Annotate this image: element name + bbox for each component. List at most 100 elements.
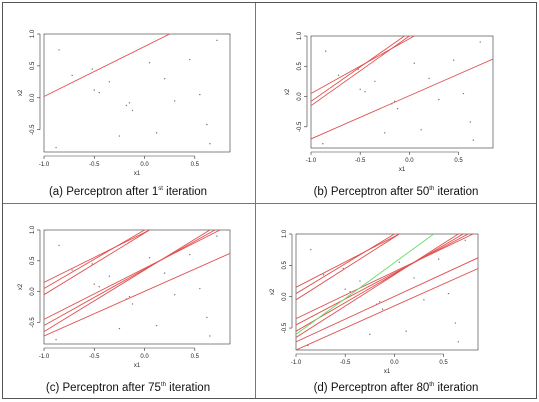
- y-tick-label: 1.0: [297, 31, 303, 40]
- decision-line: [44, 230, 150, 296]
- data-point: [359, 280, 361, 282]
- decision-line: [296, 268, 478, 350]
- caption-suffix: iteration: [434, 382, 479, 394]
- data-point: [325, 50, 327, 52]
- plot-border: [43, 33, 231, 153]
- x-tick-label: -1.0: [39, 162, 50, 168]
- data-point: [55, 338, 57, 341]
- data-point: [469, 121, 472, 123]
- caption-text: (d) Perceptron after 80: [313, 382, 430, 394]
- y-tick-label: -0.5: [282, 322, 288, 333]
- data-point: [437, 258, 440, 260]
- x-tick-label: 0.0: [390, 360, 399, 366]
- data-point: [125, 104, 128, 107]
- x-tick-label: 0.5: [439, 360, 448, 366]
- data-point: [189, 253, 191, 256]
- decision-line: [296, 257, 478, 343]
- x-axis-label: x1: [384, 369, 391, 375]
- y-tick-label: 0.0: [30, 93, 36, 102]
- data-point: [464, 239, 466, 241]
- data-point: [108, 275, 111, 277]
- y-tick-label: 0.5: [30, 61, 36, 70]
- data-point: [209, 143, 211, 145]
- caption-text: (b) Perceptron after 50: [313, 186, 430, 198]
- decision-line: [296, 234, 395, 294]
- data-point: [337, 74, 340, 77]
- scatter-plot: -1.0 -0.5 0.0 0.5 x1 -0.5 0.0 0.5 1.0 x2: [270, 229, 479, 375]
- y-tick-label: 0.5: [282, 261, 288, 270]
- caption-text: (c) Perceptron after 75: [45, 382, 161, 394]
- data-point: [58, 244, 60, 247]
- panel-caption: (a) Perceptron after 1st iteration: [4, 186, 252, 198]
- plot-border: [43, 229, 231, 345]
- data-point: [71, 269, 73, 271]
- caption-suffix: iteration: [165, 382, 211, 394]
- data-point: [128, 102, 131, 104]
- data-point: [209, 335, 211, 337]
- scatter-plot: -1.0 -0.5 0.0 0.5 x1 -0.5 0.0 0.5 1.0 x2: [285, 31, 494, 173]
- plot-border: [310, 35, 494, 149]
- y-tick-label: 0.5: [297, 61, 303, 70]
- data-point: [344, 288, 346, 290]
- final-decision-line: [296, 234, 434, 335]
- x-tick-label: -0.5: [340, 360, 351, 366]
- x-tick-label: -1.0: [306, 158, 317, 164]
- data-point: [148, 62, 151, 64]
- data-point: [349, 290, 351, 293]
- data-point: [128, 295, 131, 298]
- x-tick-label: 0.5: [191, 354, 200, 360]
- data-point: [359, 88, 361, 90]
- data-point: [462, 92, 465, 95]
- data-point: [438, 98, 440, 101]
- data-point: [447, 292, 450, 295]
- x-tick-label: -1.0: [291, 360, 302, 366]
- data-point: [398, 261, 400, 263]
- data-point: [206, 316, 208, 319]
- data-point: [405, 330, 407, 332]
- data-point: [58, 49, 60, 51]
- y-axis-label: x2: [270, 288, 276, 295]
- x-axis-label: x1: [134, 363, 141, 369]
- decision-line: [296, 234, 400, 301]
- caption-ordinal: th: [429, 382, 435, 389]
- data-point: [199, 93, 201, 96]
- data-point: [206, 123, 208, 126]
- y-tick-label: 0.0: [30, 287, 36, 296]
- panel-caption: (c) Perceptron after 75th iteration: [4, 382, 252, 394]
- data-point: [174, 100, 176, 102]
- data-point: [342, 267, 344, 270]
- x-tick-label: 0.0: [140, 162, 149, 168]
- x-tick-label: -1.0: [39, 354, 50, 360]
- y-tick-label: 1.0: [30, 225, 36, 234]
- x-tick-label: -0.5: [355, 158, 366, 164]
- data-point: [91, 263, 93, 265]
- data-point: [131, 109, 134, 112]
- plot-border: [295, 233, 479, 351]
- data-point: [91, 68, 93, 70]
- data-point: [452, 59, 455, 61]
- y-axis-label: x2: [18, 89, 24, 96]
- data-point: [174, 294, 176, 296]
- x-tick-label: 0.0: [405, 158, 414, 164]
- data-point: [189, 58, 191, 61]
- x-tick-label: -0.5: [89, 354, 100, 360]
- caption-suffix: iteration: [434, 186, 479, 198]
- data-point: [98, 91, 100, 94]
- data-point: [163, 272, 166, 274]
- caption-suffix: iteration: [162, 186, 208, 198]
- data-point: [148, 257, 151, 259]
- x-axis-label: x1: [399, 167, 406, 173]
- data-point: [322, 274, 325, 276]
- data-point: [420, 129, 422, 131]
- decision-line: [296, 234, 400, 288]
- y-tick-label: -0.5: [297, 121, 303, 132]
- y-tick-label: -0.5: [30, 124, 36, 135]
- decision-line: [296, 234, 464, 332]
- decision-line: [44, 253, 230, 337]
- horizontal-divider: [3, 203, 536, 204]
- decision-line: [44, 34, 170, 97]
- chart-panel-3: -1.0 -0.5 0.0 0.5 x1 -0.5 0.0 0.5 1.0 x2 (c) Perce…: [4, 204, 252, 398]
- decision-line: [44, 230, 150, 283]
- scatter-plot: -1.0 -0.5 0.0 0.5 x1 -0.5 0.0 0.5 1.0 x2: [18, 29, 231, 177]
